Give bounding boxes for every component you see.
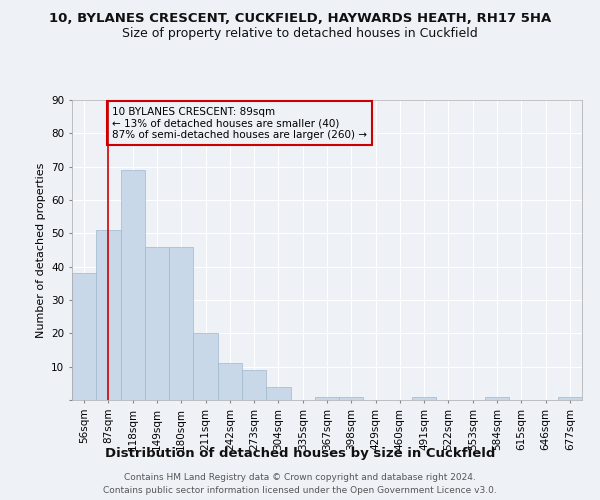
Text: 10, BYLANES CRESCENT, CUCKFIELD, HAYWARDS HEATH, RH17 5HA: 10, BYLANES CRESCENT, CUCKFIELD, HAYWARD… xyxy=(49,12,551,26)
Bar xyxy=(315,396,339,400)
Bar xyxy=(266,386,290,400)
Bar xyxy=(121,170,145,400)
Bar xyxy=(412,396,436,400)
Text: Contains HM Land Registry data © Crown copyright and database right 2024.
Contai: Contains HM Land Registry data © Crown c… xyxy=(103,474,497,495)
Bar xyxy=(96,230,121,400)
Text: 10 BYLANES CRESCENT: 89sqm
← 13% of detached houses are smaller (40)
87% of semi: 10 BYLANES CRESCENT: 89sqm ← 13% of deta… xyxy=(112,106,367,140)
Bar xyxy=(193,334,218,400)
Bar xyxy=(72,274,96,400)
Text: Distribution of detached houses by size in Cuckfield: Distribution of detached houses by size … xyxy=(105,448,495,460)
Text: Size of property relative to detached houses in Cuckfield: Size of property relative to detached ho… xyxy=(122,28,478,40)
Bar xyxy=(145,246,169,400)
Bar xyxy=(485,396,509,400)
Bar xyxy=(218,364,242,400)
Y-axis label: Number of detached properties: Number of detached properties xyxy=(35,162,46,338)
Bar xyxy=(558,396,582,400)
Bar xyxy=(169,246,193,400)
Bar xyxy=(242,370,266,400)
Bar xyxy=(339,396,364,400)
